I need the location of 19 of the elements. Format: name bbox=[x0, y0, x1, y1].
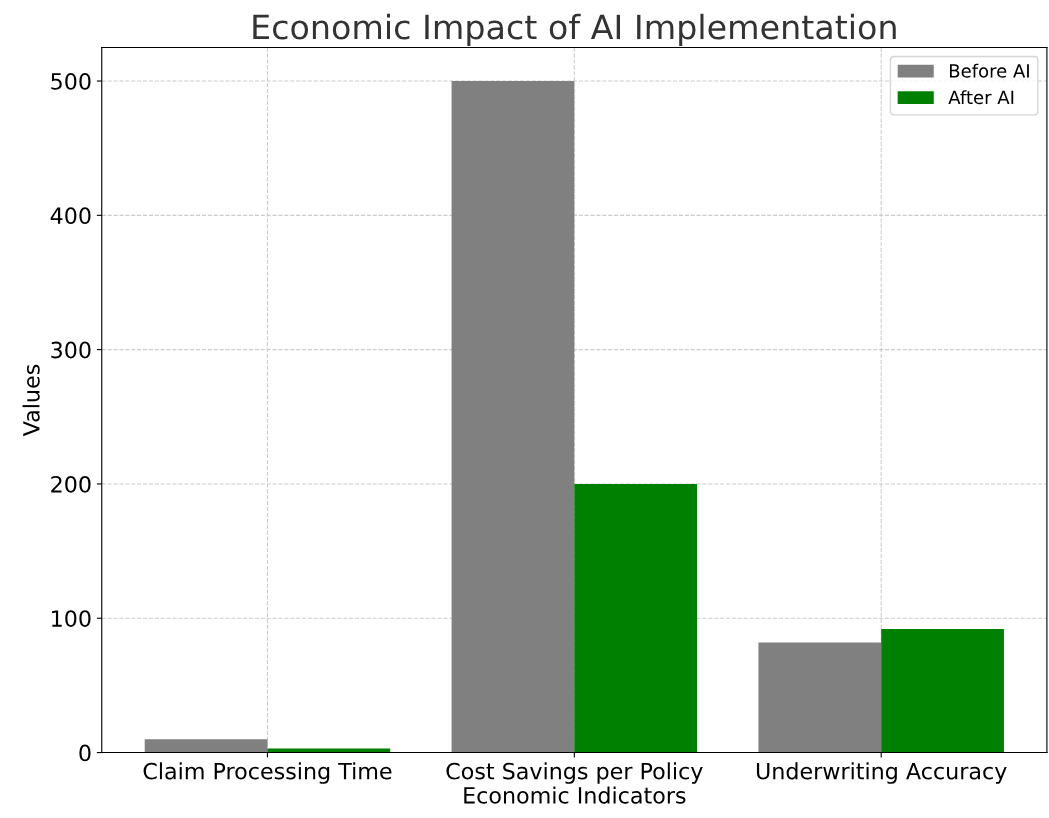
y-tick-label: 500 bbox=[51, 72, 91, 90]
x-tick-label: Underwriting Accuracy bbox=[756, 762, 1007, 784]
y-tick-label: 400 bbox=[50, 207, 91, 225]
x-tick-label: Cost Savings per Policy bbox=[446, 762, 703, 784]
y-tick-label: 200 bbox=[51, 475, 91, 493]
x-tick-label: Claim Processing Time bbox=[143, 762, 392, 784]
bar bbox=[144, 739, 268, 753]
bar bbox=[758, 642, 882, 753]
x-axis-title: Economic Indicators bbox=[464, 786, 686, 804]
legend-label: After AI bbox=[948, 90, 1014, 105]
y-tick-label: 300 bbox=[51, 341, 91, 359]
chart-title: Economic Impact of AI Implementation bbox=[253, 13, 896, 47]
bar bbox=[451, 81, 575, 753]
y-tick-label: 100 bbox=[52, 610, 91, 628]
legend-label: Before AI bbox=[949, 63, 1029, 78]
y-axis-title: Values bbox=[22, 364, 40, 437]
bar bbox=[881, 629, 1004, 753]
bar bbox=[574, 483, 698, 753]
y-tick-label: 0 bbox=[79, 744, 91, 762]
